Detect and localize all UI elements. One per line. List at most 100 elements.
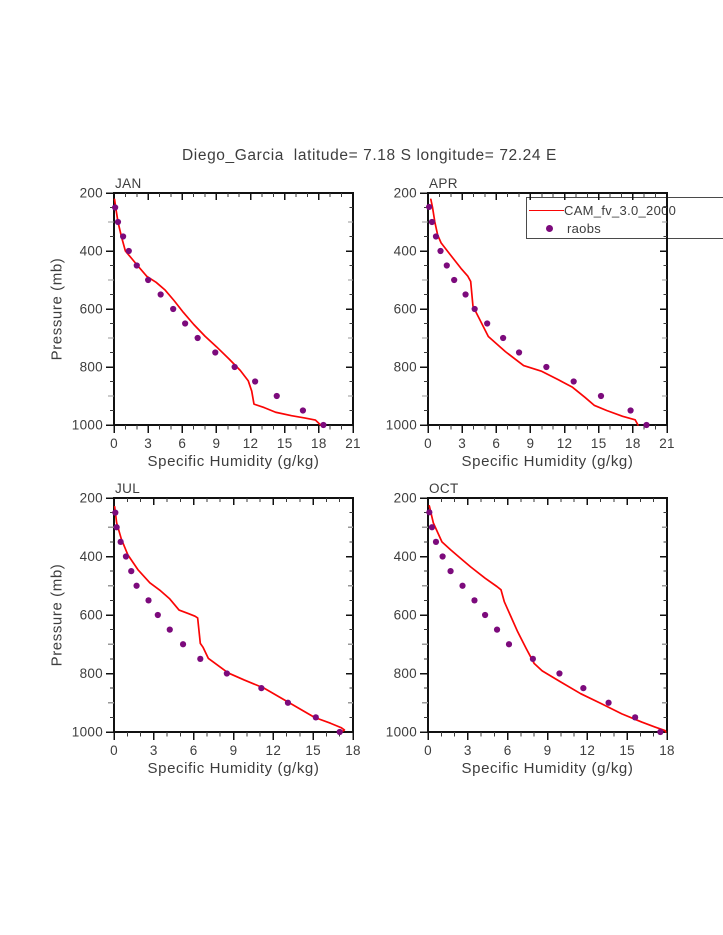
raobs-dot (447, 568, 454, 575)
raobs-dot (459, 582, 466, 589)
axes-frame (113, 497, 354, 733)
raobs-dot (113, 524, 120, 531)
raobs-dot (212, 349, 219, 356)
legend-dot-swatch (546, 225, 553, 232)
x-tick-label: 9 (544, 743, 552, 758)
x-ticks: 0 3 6 9 12 15 18 (424, 498, 675, 758)
x-tick-label: 12 (243, 436, 259, 451)
raobs-points (112, 204, 327, 429)
y-ticks: 200 400 600 800 1000 (72, 491, 353, 740)
raobs-dot (273, 392, 280, 400)
y-tick-label: 600 (80, 302, 103, 317)
raobs-dot (439, 553, 446, 560)
panel-label-jul: JUL (115, 481, 141, 496)
x-tick-label: 6 (492, 436, 500, 451)
y-tick-label: 200 (80, 186, 103, 201)
y-tick-label: 400 (394, 549, 417, 564)
raobs-dot (597, 392, 605, 400)
y-axis-title-bottom: Pressure (mb) (48, 563, 66, 667)
y-tick-label: 600 (394, 302, 417, 317)
raobs-points (426, 509, 664, 736)
raobs-dot (182, 320, 189, 327)
x-tick-label: 18 (311, 436, 327, 451)
raobs-dot (157, 291, 164, 298)
raobs-dot (258, 685, 265, 692)
x-axis-title-jul: Specific Humidity (g/kg) (147, 760, 320, 777)
y-tick-label: 400 (80, 244, 103, 259)
cam-line (113, 505, 346, 733)
y-tick-label: 800 (394, 360, 417, 375)
raobs-dot (505, 641, 513, 648)
raobs-dot (543, 363, 550, 371)
y-tick-label: 800 (80, 360, 103, 375)
raobs-dot (166, 626, 173, 633)
y-ticks: 200 400 600 800 1000 (386, 491, 667, 740)
x-tick-label: 3 (464, 743, 472, 758)
y-tick-label: 200 (394, 491, 417, 506)
axes-frame (427, 497, 668, 733)
x-tick-label: 6 (178, 436, 186, 451)
x-ticks: 0 3 6 9 12 15 18 21 (110, 193, 361, 451)
x-ticks: 0 3 6 9 12 15 18 (110, 498, 361, 758)
raobs-dot (299, 407, 307, 414)
raobs-dot (320, 421, 327, 429)
cam-line (428, 505, 667, 733)
raobs-dot (462, 291, 469, 298)
y-tick-label: 1000 (386, 725, 417, 740)
y-tick-label: 600 (80, 608, 103, 623)
raobs-dot (284, 699, 292, 706)
x-axis-title-oct: Specific Humidity (g/kg) (461, 760, 634, 777)
raobs-dot (443, 262, 450, 269)
x-tick-label: 15 (619, 743, 635, 758)
raobs-dot (120, 233, 127, 240)
raobs-dot (437, 247, 444, 255)
raobs-dot (484, 320, 491, 327)
y-tick-label: 800 (394, 666, 417, 681)
raobs-dot (570, 378, 577, 385)
x-tick-label: 15 (277, 436, 293, 451)
raobs-dot (145, 276, 152, 284)
raobs-dot (426, 509, 433, 516)
raobs-dot (451, 276, 458, 284)
raobs-dot (122, 553, 130, 560)
y-tick-label: 1000 (72, 418, 103, 433)
x-tick-label: 0 (110, 743, 118, 758)
raobs-dot (179, 641, 187, 648)
raobs-dot (556, 670, 563, 677)
raobs-dot (128, 568, 135, 575)
x-tick-label: 9 (527, 436, 535, 451)
legend-line-swatch (529, 210, 564, 211)
x-tick-label: 15 (305, 743, 321, 758)
axes-frame (113, 192, 354, 426)
x-tick-label: 21 (659, 436, 675, 451)
raobs-points (112, 509, 343, 736)
raobs-dot (252, 378, 259, 385)
raobs-dot (133, 582, 140, 589)
raobs-dot (605, 699, 612, 706)
raobs-dot (112, 509, 119, 516)
legend-entry-cam: CAM_fv_3.0_2000 (527, 201, 676, 220)
x-tick-label: 12 (266, 743, 282, 758)
raobs-dot (223, 670, 230, 677)
y-tick-label: 600 (394, 608, 417, 623)
x-tick-label: 0 (110, 436, 118, 451)
raobs-dot (312, 714, 319, 721)
x-tick-label: 6 (504, 743, 512, 758)
panel-OCT: 0 3 6 9 12 15 18 200 400 600 800 1000 (386, 491, 675, 759)
raobs-dot (428, 524, 436, 531)
x-tick-label: 9 (230, 743, 238, 758)
x-tick-label: 18 (345, 743, 361, 758)
raobs-dot (114, 218, 122, 226)
x-axis-title-apr: Specific Humidity (g/kg) (461, 453, 634, 470)
legend-label-raobs: raobs (567, 221, 602, 236)
page-title: Diego_Garcia latitude= 7.18 S longitude=… (182, 147, 557, 164)
legend-entry-raobs: raobs (527, 219, 601, 238)
y-tick-label: 1000 (72, 725, 103, 740)
panel-JAN: 0 3 6 9 12 15 18 21 200 400 600 800 1000 (72, 186, 361, 452)
raobs-dot (231, 363, 238, 371)
raobs-dot (170, 305, 177, 313)
raobs-dot (428, 218, 436, 226)
raobs-dot (529, 655, 536, 662)
raobs-dot (426, 203, 433, 211)
